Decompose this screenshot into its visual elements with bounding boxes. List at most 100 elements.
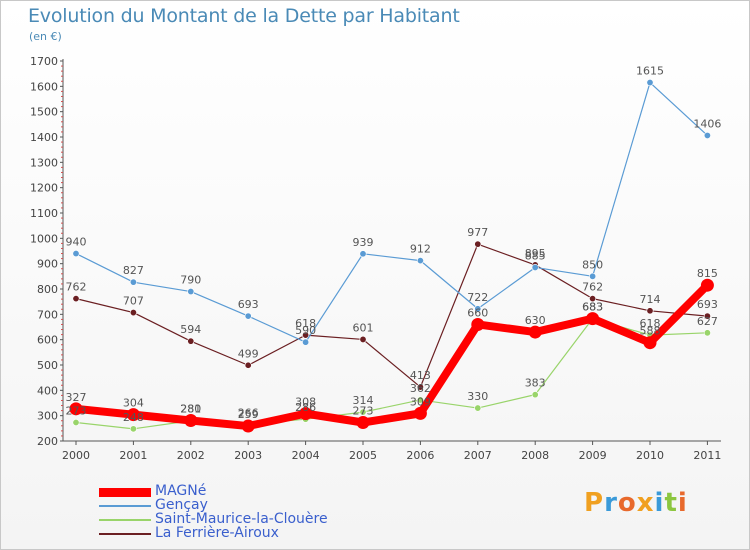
- data-label: 594: [180, 323, 201, 336]
- data-label: 912: [410, 243, 431, 256]
- data-point: [129, 309, 137, 317]
- y-tick-label: 1300: [30, 156, 58, 169]
- data-label: 939: [353, 236, 374, 249]
- logo-letter: i: [654, 488, 665, 518]
- data-point: [416, 257, 424, 265]
- data-label: 885: [525, 249, 546, 262]
- data-point: [302, 338, 310, 346]
- data-point: [244, 361, 252, 369]
- data-point: [72, 419, 80, 427]
- data-label: 601: [353, 321, 374, 334]
- data-label: 309: [410, 395, 431, 408]
- data-point: [528, 325, 542, 339]
- x-tick-label: 2008: [521, 449, 549, 462]
- data-label: 273: [66, 405, 87, 418]
- data-label: 693: [238, 298, 259, 311]
- legend-label: Saint-Maurice-la-Clouère: [155, 511, 328, 527]
- data-label: 259: [238, 408, 259, 421]
- data-label: 790: [180, 274, 201, 287]
- data-point: [356, 416, 370, 430]
- data-label: 693: [697, 298, 718, 311]
- data-label: 895: [525, 247, 546, 260]
- data-point: [359, 408, 367, 416]
- x-tick-label: 2005: [349, 449, 377, 462]
- data-point: [241, 419, 255, 433]
- y-tick-label: 600: [37, 334, 58, 347]
- legend-swatch: [99, 533, 151, 535]
- y-tick-label: 1200: [30, 182, 58, 195]
- data-point: [703, 329, 711, 337]
- data-point: [244, 312, 252, 320]
- x-tick-label: 2011: [693, 449, 721, 462]
- data-point: [302, 331, 310, 339]
- data-point: [531, 391, 539, 399]
- data-label: 627: [697, 315, 718, 328]
- data-label: 383: [525, 377, 546, 390]
- y-tick-label: 700: [37, 308, 58, 321]
- data-point: [474, 240, 482, 248]
- logo-letter: x: [636, 488, 655, 518]
- data-point: [187, 337, 195, 345]
- series-line-2: [75, 318, 709, 430]
- x-tick-label: 2004: [292, 449, 320, 462]
- legend-swatch: [99, 519, 151, 521]
- data-point: [129, 425, 137, 433]
- data-label: 618: [295, 317, 316, 330]
- data-label: 683: [582, 301, 603, 314]
- data-point: [359, 335, 367, 343]
- data-label: 815: [697, 267, 718, 280]
- data-label: 330: [467, 390, 488, 403]
- data-point: [646, 307, 654, 315]
- logo-letter: i: [677, 488, 688, 518]
- data-label: 827: [123, 264, 144, 277]
- y-tick-label: 1600: [30, 80, 58, 93]
- data-label: 280: [180, 403, 201, 416]
- data-label: 1615: [636, 65, 664, 78]
- data-label: 327: [66, 391, 87, 404]
- data-point: [187, 288, 195, 296]
- x-tick-label: 2009: [579, 449, 607, 462]
- data-label: 266: [238, 406, 259, 419]
- data-label: 850: [582, 258, 603, 271]
- logo-letter: P: [584, 488, 605, 518]
- x-tick-label: 2003: [234, 449, 262, 462]
- data-label: 286: [295, 401, 316, 414]
- legend-label: Gençay: [155, 497, 208, 513]
- data-label: 588: [640, 325, 661, 338]
- data-point: [471, 317, 485, 331]
- data-label: 977: [467, 226, 488, 239]
- data-point: [589, 272, 597, 280]
- legend-label: La Ferrière-Airoux: [155, 525, 279, 541]
- data-point: [359, 250, 367, 258]
- data-point: [703, 131, 711, 139]
- data-point: [413, 406, 427, 420]
- series-line-1: [75, 81, 709, 343]
- data-label: 304: [123, 397, 144, 410]
- data-point: [184, 413, 198, 427]
- y-tick-label: 1100: [30, 207, 58, 220]
- data-label: 762: [582, 281, 603, 294]
- series-line-3: [75, 243, 709, 388]
- logo-letter: o: [617, 488, 637, 518]
- y-tick-label: 1500: [30, 106, 58, 119]
- data-label: 273: [353, 405, 374, 418]
- proxiti-logo: Proxiti: [584, 488, 688, 518]
- data-point: [703, 312, 711, 320]
- y-tick-label: 200: [37, 435, 58, 448]
- data-point: [72, 295, 80, 303]
- data-label: 618: [640, 317, 661, 330]
- data-point: [586, 312, 600, 326]
- y-tick-label: 1700: [30, 55, 58, 68]
- data-label: 308: [295, 396, 316, 409]
- y-tick-label: 500: [37, 359, 58, 372]
- data-label: 499: [238, 347, 259, 360]
- data-label: 1406: [693, 117, 721, 130]
- data-point: [643, 336, 657, 350]
- data-point: [646, 79, 654, 87]
- data-label: 248: [123, 411, 144, 424]
- logo-letter: t: [664, 488, 678, 518]
- y-tick-label: 800: [37, 283, 58, 296]
- data-label: 683: [582, 301, 603, 314]
- x-tick-label: 2007: [464, 449, 492, 462]
- data-label: 281: [180, 402, 201, 415]
